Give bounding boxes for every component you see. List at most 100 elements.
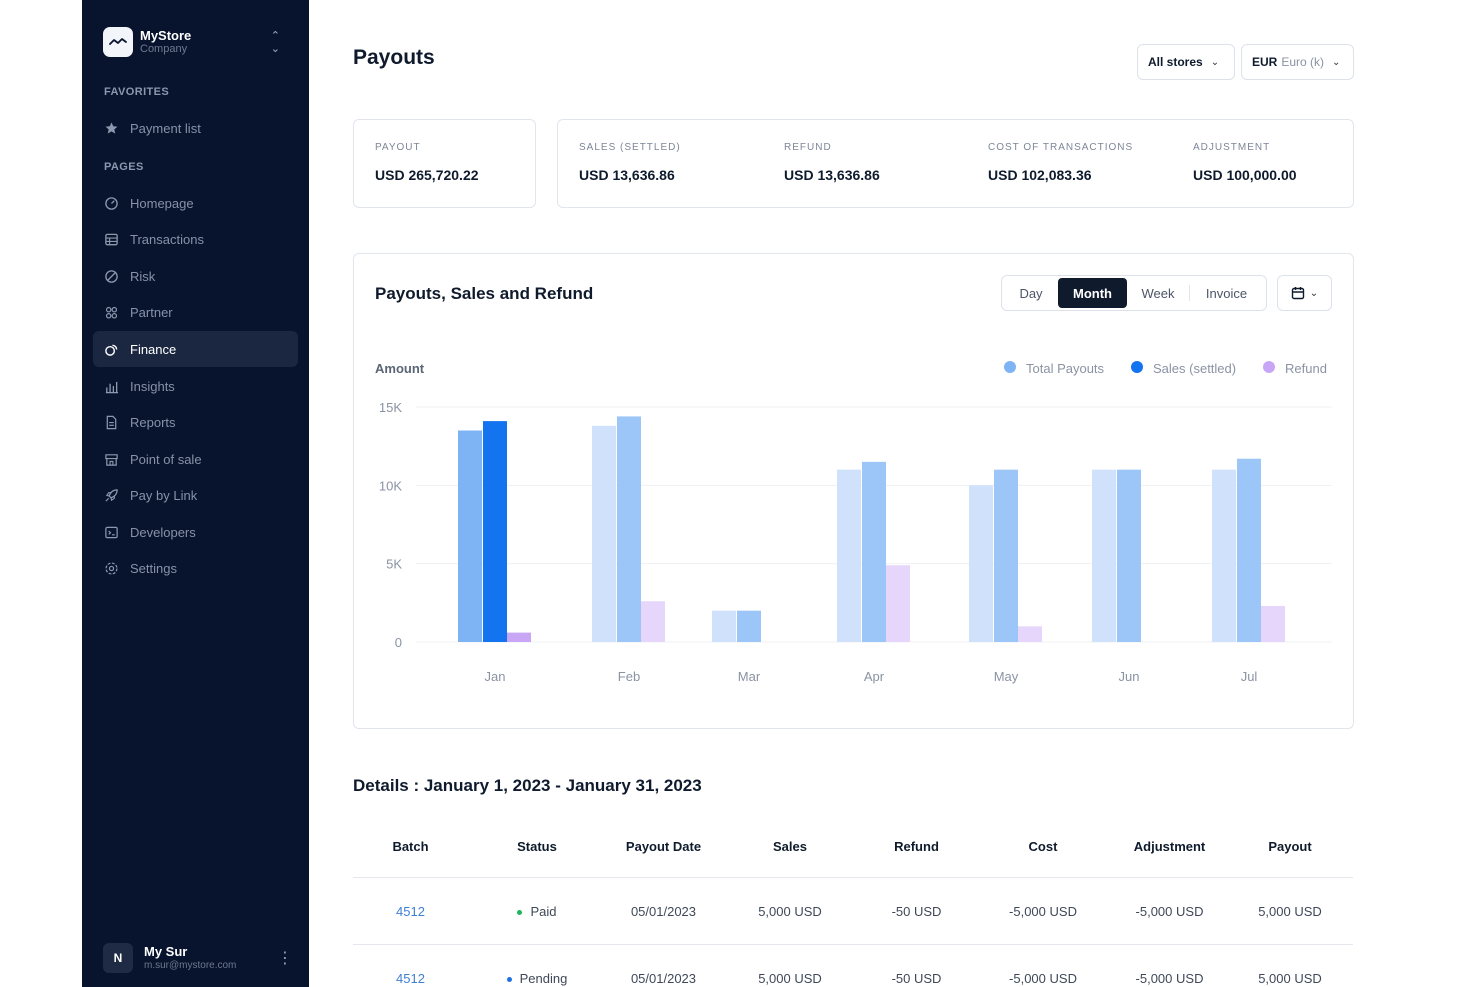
stat-value: USD 265,720.22 xyxy=(375,167,479,183)
bar-chart-icon xyxy=(105,381,119,393)
bar-total-payouts-jun xyxy=(1092,469,1116,642)
store-logo-icon xyxy=(103,27,133,57)
table-icon xyxy=(105,233,118,245)
divider xyxy=(1189,285,1190,301)
store-switcher[interactable]: MyStore Company ⌃ ⌄ xyxy=(103,24,288,60)
shield-icon xyxy=(105,269,118,283)
store-name: MyStore xyxy=(140,27,192,43)
period-invoice-button[interactable]: Invoice xyxy=(1205,285,1248,301)
more-vertical-icon[interactable]: ⋮ xyxy=(277,950,293,967)
document-icon xyxy=(106,415,117,429)
y-tick-label: 5K xyxy=(386,557,402,572)
details-title: Details : January 1, 2023 - January 31, … xyxy=(353,776,702,795)
column-header-status[interactable]: Status xyxy=(517,839,557,854)
bar-refund-apr xyxy=(886,565,910,642)
status-badge: Paid xyxy=(530,903,557,919)
x-tick-label: Apr xyxy=(864,669,885,684)
payout-cell: 5,000 USD xyxy=(1258,903,1322,919)
store-icon xyxy=(105,453,118,466)
bar-total-payouts-jul xyxy=(1212,469,1236,642)
column-header-payout-date[interactable]: Payout Date xyxy=(625,839,702,854)
column-header-sales[interactable]: Sales xyxy=(773,839,807,854)
sidebar-item-point-of-sale[interactable]: Point of sale xyxy=(93,441,298,477)
store-select[interactable]: All stores ⌄ xyxy=(1137,44,1235,80)
bar-sales-settled--apr xyxy=(862,461,886,642)
bar-total-payouts-jan xyxy=(458,430,482,642)
chart-panel: Payouts, Sales and Refund Day Month Week… xyxy=(353,253,1354,729)
sidebar-item-partner[interactable]: Partner xyxy=(93,294,298,330)
store-subtitle: Company xyxy=(140,43,188,56)
table-header: Batch Status Payout Date Sales Refund Co… xyxy=(353,816,1353,878)
bar-refund-jan xyxy=(507,632,531,642)
x-tick-label: Jan xyxy=(485,669,506,684)
bar-sales-settled--jul xyxy=(1237,458,1261,642)
sidebar-item-insights[interactable]: Insights xyxy=(93,368,298,404)
y-axis-label: Amount xyxy=(375,361,425,376)
sidebar-item-label: Settings xyxy=(130,560,177,576)
stat-adjustment: ADJUSTMENT USD 100,000.00 xyxy=(1193,142,1297,183)
stat-label: ADJUSTMENT xyxy=(1193,142,1271,153)
chevron-down-icon: ⌄ xyxy=(1210,56,1220,68)
sidebar-item-pay-by-link[interactable]: Pay by Link xyxy=(93,477,298,513)
column-header-cost[interactable]: Cost xyxy=(1028,839,1058,854)
stat-value: USD 100,000.00 xyxy=(1193,167,1297,183)
status-dot-icon xyxy=(517,909,523,915)
date-picker-button[interactable]: ⌄ xyxy=(1277,275,1332,311)
table-row[interactable]: 4512 Pending 05/01/2023 5,000 USD -50 US… xyxy=(353,945,1353,987)
avatar: N xyxy=(103,943,133,973)
currency-select[interactable]: EUR Euro (k) ⌄ xyxy=(1241,44,1354,80)
chevron-up-down-icon[interactable]: ⌃ ⌄ xyxy=(270,30,280,55)
terminal-icon xyxy=(105,526,118,538)
user-profile[interactable]: N My Sur m.sur@mystore.com ⋮ xyxy=(103,940,293,976)
batch-link[interactable]: 4512 xyxy=(396,903,425,919)
cost-cell: -5,000 USD xyxy=(1009,970,1077,986)
status-badge: Pending xyxy=(519,970,568,986)
period-month-button[interactable]: Month xyxy=(1058,278,1127,308)
user-email: m.sur@mystore.com xyxy=(144,959,237,971)
bar-total-payouts-may xyxy=(969,485,993,642)
sidebar-item-developers[interactable]: Developers xyxy=(93,514,298,550)
sidebar-item-homepage[interactable]: Homepage xyxy=(93,185,298,221)
sidebar-item-reports[interactable]: Reports xyxy=(93,404,298,440)
page-margin xyxy=(0,0,82,987)
sidebar-item-label: Finance xyxy=(130,341,177,357)
column-header-payout[interactable]: Payout xyxy=(1268,839,1312,854)
summary-stat-card: SALES (SETTLED) USD 13,636.86 REFUND USD… xyxy=(557,119,1354,208)
page-title: Payouts xyxy=(353,46,435,69)
bar-sales-settled--feb xyxy=(617,416,641,642)
batch-link[interactable]: 4512 xyxy=(396,970,425,986)
gauge-icon xyxy=(105,196,118,210)
star-icon xyxy=(105,121,118,134)
bar-sales-settled--mar xyxy=(737,610,761,642)
sidebar-item-settings[interactable]: Settings xyxy=(93,550,298,586)
table-row[interactable]: 4512 Paid 05/01/2023 5,000 USD -50 USD -… xyxy=(353,878,1353,945)
y-tick-label: 10K xyxy=(379,478,402,493)
calendar-icon xyxy=(1291,287,1304,300)
sidebar-item-label: Reports xyxy=(130,414,176,430)
period-day-button[interactable]: Day xyxy=(1019,285,1043,301)
stat-value: USD 13,636.86 xyxy=(784,167,880,183)
sales-cell: 5,000 USD xyxy=(758,970,822,986)
sidebar-item-label: Insights xyxy=(130,378,175,394)
refund-cell: -50 USD xyxy=(891,970,942,986)
rocket-icon xyxy=(105,488,118,502)
column-header-batch[interactable]: Batch xyxy=(392,839,429,854)
bar-total-payouts-apr xyxy=(837,469,861,642)
legend-label: Sales (settled) xyxy=(1153,361,1236,376)
sidebar-item-transactions[interactable]: Transactions xyxy=(93,221,298,257)
chevron-down-icon: ⌄ xyxy=(1332,56,1341,68)
store-select-value: All stores xyxy=(1148,55,1203,69)
bar-total-payouts-feb xyxy=(592,425,616,642)
bar-refund-jul xyxy=(1261,605,1285,642)
user-name: My Sur xyxy=(144,943,188,959)
legend-label: Total Payouts xyxy=(1026,361,1105,376)
sidebar-item-risk[interactable]: Risk xyxy=(93,258,298,294)
sidebar-item-finance[interactable]: Finance xyxy=(93,331,298,367)
column-header-refund[interactable]: Refund xyxy=(894,839,939,854)
x-tick-label: Mar xyxy=(738,669,761,684)
column-header-adjustment[interactable]: Adjustment xyxy=(1133,839,1206,854)
stat-label: SALES (SETTLED) xyxy=(579,142,681,153)
period-week-button[interactable]: Week xyxy=(1141,285,1175,301)
sidebar-item-payment-list[interactable]: Payment list xyxy=(93,110,298,146)
x-tick-label: May xyxy=(994,669,1019,684)
